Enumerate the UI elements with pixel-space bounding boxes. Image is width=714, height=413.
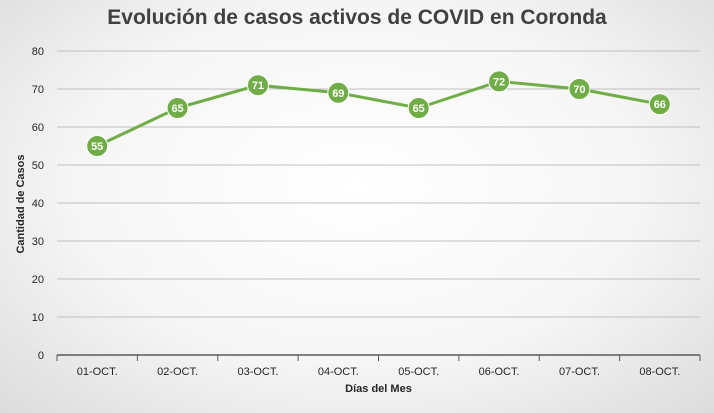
x-tick-label: 01-OCT. xyxy=(77,366,118,378)
chart-title: Evolución de casos activos de COVID en C… xyxy=(107,6,607,29)
data-point xyxy=(568,78,591,100)
data-point xyxy=(166,97,189,119)
data-label: 69 xyxy=(332,88,344,100)
y-tick-label: 80 xyxy=(32,46,44,58)
y-tick-label: 60 xyxy=(32,122,44,134)
data-point xyxy=(246,74,269,97)
y-tick-label: 30 xyxy=(32,236,44,248)
data-label: 65 xyxy=(171,103,183,115)
data-point xyxy=(407,97,430,119)
series-line-0 xyxy=(96,79,661,148)
y-tick-label: 20 xyxy=(32,274,44,286)
data-label: 71 xyxy=(252,80,264,92)
x-tick-label: 05-OCT. xyxy=(398,366,439,378)
y-tick-label: 10 xyxy=(32,312,44,324)
data-label: 70 xyxy=(573,84,585,96)
x-tick-label: 07-OCT. xyxy=(559,366,600,378)
x-tick-label: 08-OCT. xyxy=(639,366,680,378)
data-point xyxy=(327,81,350,104)
x-tick-label: 02-OCT. xyxy=(157,366,198,378)
data-label: 55 xyxy=(91,141,103,153)
y-tick-label: 50 xyxy=(32,160,44,172)
data-label: 65 xyxy=(413,103,425,115)
y-tick-label: 70 xyxy=(32,84,44,96)
data-point xyxy=(648,93,671,116)
x-tick-label: 06-OCT. xyxy=(479,366,520,378)
data-label: 72 xyxy=(493,76,505,88)
x-tick-label: 03-OCT. xyxy=(237,366,278,378)
y-tick-label: 0 xyxy=(38,350,44,362)
data-point xyxy=(488,70,511,93)
x-axis-label: Días del Mes xyxy=(345,383,412,395)
data-point xyxy=(86,135,109,157)
y-tick-label: 40 xyxy=(32,198,44,210)
data-label: 66 xyxy=(654,99,666,111)
x-tick-label: 04-OCT. xyxy=(318,366,359,378)
